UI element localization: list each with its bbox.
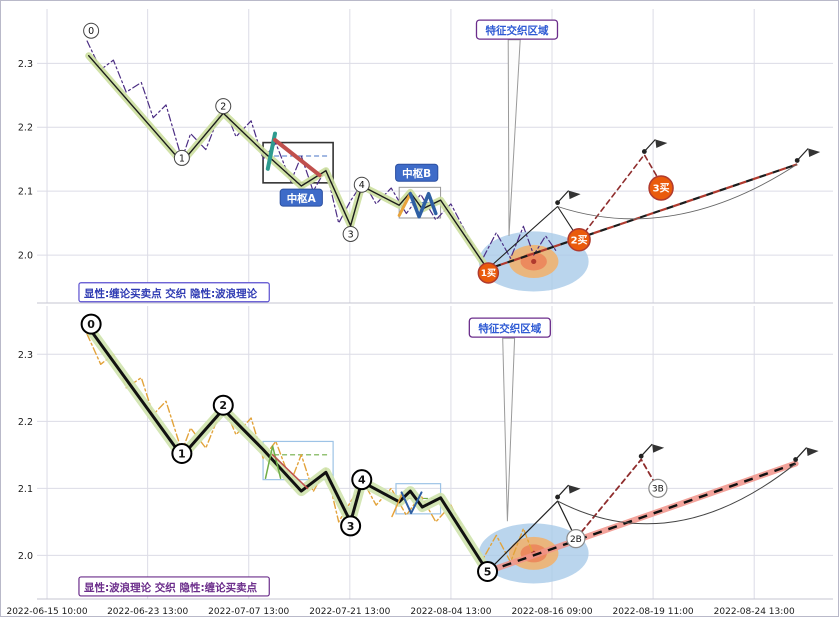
svg-text:5: 5	[484, 565, 492, 578]
flag-icon	[555, 484, 581, 500]
svg-text:特征交织区域: 特征交织区域	[485, 24, 548, 37]
pivot-stroke	[408, 191, 438, 219]
svg-text:1: 1	[178, 447, 186, 460]
chan-main-line-glow	[85, 52, 491, 273]
y-tick-label: 2.0	[18, 551, 33, 562]
flag-icon	[794, 148, 821, 163]
x-tick-label: 2022-07-21 13:00	[309, 607, 390, 616]
marker-2B: 2B	[566, 529, 586, 549]
feature-zone-label: 特征交织区域	[468, 317, 551, 338]
pivot-stroke	[271, 454, 309, 490]
chan-hidden-line	[86, 333, 535, 563]
marker-2: 2	[212, 394, 234, 416]
trend-line-black	[487, 163, 798, 271]
x-tick-label: 2022-06-23 13:00	[107, 607, 188, 616]
pivot-stroke	[264, 445, 282, 480]
flag-icon	[793, 447, 819, 462]
flag-icon	[641, 139, 668, 154]
y-tick-label: 2.3	[18, 350, 33, 361]
wave-main-line-glow	[83, 322, 493, 577]
feature-zone-label: 特征交织区域	[475, 19, 559, 40]
pivot-stroke	[273, 138, 322, 178]
svg-text:1: 1	[179, 153, 185, 164]
relation-arc	[557, 463, 796, 525]
flag-icon	[555, 190, 581, 206]
y-tick-label: 2.1	[18, 187, 33, 198]
svg-text:2: 2	[220, 102, 226, 113]
marker-4: 4	[351, 469, 373, 491]
y-tick-label: 2.1	[18, 484, 33, 495]
marker-4: 4	[353, 176, 370, 193]
marker-1: 1	[173, 149, 190, 166]
svg-text:3: 3	[348, 229, 354, 240]
post-low-dashed	[578, 153, 662, 241]
svg-text:显性:缠论买卖点 交织 隐性:波浪理论: 显性:缠论买卖点 交织 隐性:波浪理论	[84, 287, 258, 300]
pivot-label-中枢B: 中枢B	[395, 163, 439, 182]
pivot-stroke	[397, 192, 412, 217]
x-tick-label: 2022-07-07 13:00	[208, 607, 289, 616]
svg-text:4: 4	[358, 474, 366, 487]
svg-text:2B: 2B	[570, 535, 582, 545]
x-tick-label: 2022-08-04 13:00	[410, 607, 491, 616]
relation-arc	[557, 163, 798, 220]
trend-line-dash	[487, 462, 796, 573]
panel-legend: 显性:波浪理论 交织 隐性:缠论买卖点	[78, 576, 270, 597]
marker-3买: 3买	[648, 175, 674, 201]
svg-text:0: 0	[87, 318, 95, 331]
svg-text:3B: 3B	[652, 485, 664, 495]
marker-2买: 2买	[567, 227, 591, 252]
svg-text:特征交织区域: 特征交织区域	[478, 322, 541, 335]
x-tick-label: 2022-08-24 13:00	[714, 607, 795, 616]
y-tick-label: 2.2	[18, 417, 33, 428]
marker-0: 0	[83, 22, 100, 39]
svg-text:显性:波浪理论 交织 隐性:缠论买卖点: 显性:波浪理论 交织 隐性:缠论买卖点	[84, 581, 258, 594]
marker-2: 2	[215, 98, 232, 115]
x-axis-labels: 2022-06-15 10:00 2022-06-23 13:00 2022-07-…	[6, 607, 795, 616]
y-tick-label: 2.3	[18, 59, 33, 70]
svg-text:2买: 2买	[571, 234, 588, 246]
trend-line-red	[487, 163, 798, 271]
marker-0: 0	[80, 313, 102, 335]
marker-3: 3	[340, 515, 362, 537]
svg-text:4: 4	[359, 180, 365, 191]
post-low-dashed	[575, 458, 659, 540]
flag-icon	[638, 443, 665, 459]
marker-1买: 1买	[477, 262, 500, 284]
svg-text:2: 2	[219, 399, 227, 412]
svg-text:中枢B: 中枢B	[402, 167, 431, 180]
svg-text:0: 0	[88, 26, 94, 37]
feature-zone-pointer	[507, 39, 521, 236]
y-tick-label: 2.0	[18, 251, 33, 262]
y-tick-label: 2.2	[18, 123, 33, 134]
svg-text:3买: 3买	[653, 183, 670, 195]
svg-text:1买: 1买	[481, 268, 496, 279]
marker-3B: 3B	[648, 478, 668, 498]
panel-legend: 显性:缠论买卖点 交织 隐性:波浪理论	[78, 282, 270, 303]
feature-zone-pointer	[502, 337, 516, 522]
chan-main-line	[88, 55, 489, 270]
marker-1: 1	[171, 443, 193, 465]
x-tick-label: 2022-06-15 10:00	[6, 607, 87, 616]
pivot-label-中枢A: 中枢A	[279, 188, 323, 207]
pivot-stroke	[400, 491, 423, 515]
pivot-stroke	[391, 494, 403, 518]
elliott-hidden-line	[86, 40, 558, 263]
svg-text:中枢A: 中枢A	[287, 192, 317, 205]
x-tick-label: 2022-08-19 11:00	[613, 607, 694, 616]
svg-text:3: 3	[347, 520, 355, 533]
marker-5: 5	[477, 561, 499, 583]
feature-zone-dot	[531, 258, 537, 265]
x-tick-label: 2022-08-16 09:00	[511, 607, 592, 616]
wave-main-line	[87, 326, 489, 573]
marker-3: 3	[342, 225, 359, 242]
